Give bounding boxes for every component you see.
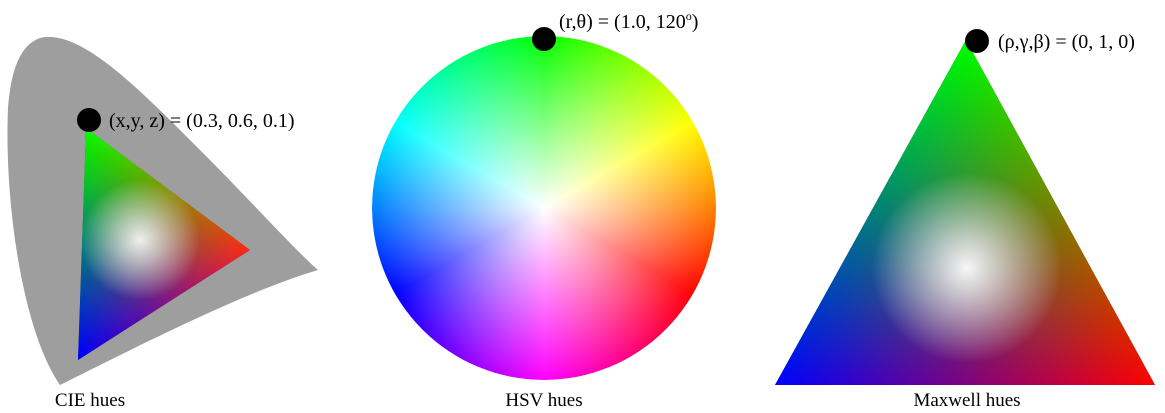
cie-point-marker: [77, 108, 101, 132]
cie-caption: CIE hues: [55, 390, 125, 411]
hsv-panel: (r,θ) = (1.0, 120o) HSV hues: [372, 9, 716, 411]
cie-point-label: (x,y, z) = (0.3, 0.6, 0.1): [109, 110, 295, 132]
hsv-point-label: (r,θ) = (1.0, 120o): [559, 9, 698, 33]
maxwell-point-marker: [965, 29, 989, 53]
cie-panel: (x,y, z) = (0.3, 0.6, 0.1) CIE hues: [7, 36, 318, 411]
maxwell-triangle: [775, 40, 1155, 385]
cie-gamut-gradients: [78, 128, 250, 360]
maxwell-panel: (ρ,γ,β) = (0, 1, 0) Maxwell hues: [775, 29, 1155, 411]
maxwell-caption: Maxwell hues: [913, 390, 1020, 411]
hsv-point-marker: [532, 27, 556, 51]
hsv-caption: HSV hues: [505, 390, 582, 411]
maxwell-point-label: (ρ,γ,β) = (0, 1, 0): [998, 31, 1135, 53]
hsv-desaturation-overlay: [372, 36, 716, 380]
